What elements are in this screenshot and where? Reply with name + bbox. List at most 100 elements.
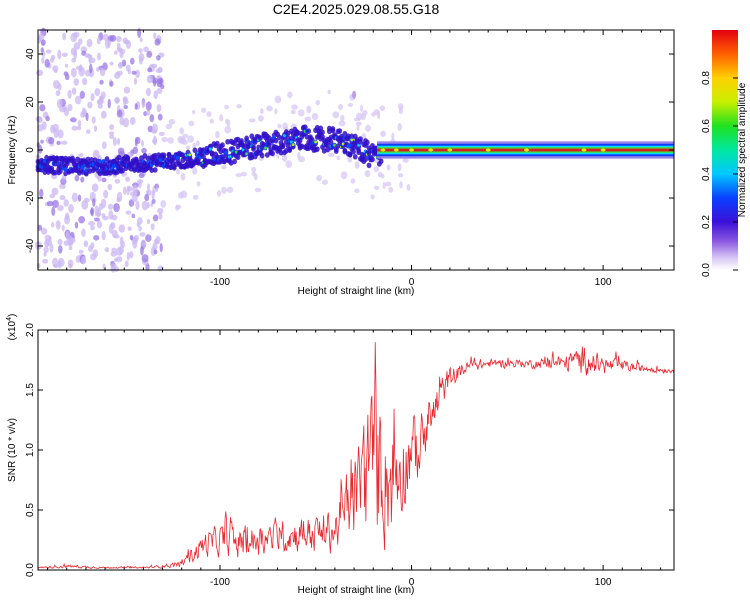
ridge-blob — [378, 158, 384, 165]
noise-blob — [144, 193, 150, 202]
noise-blob — [224, 125, 232, 134]
noise-blob — [59, 194, 66, 201]
y-tick-label: 40 — [25, 48, 36, 60]
noise-blob — [94, 88, 101, 97]
ridge-blob — [302, 124, 308, 130]
noise-blob — [141, 147, 147, 154]
noise-blob — [51, 206, 56, 216]
noise-blob — [126, 185, 131, 190]
noise-blob — [364, 170, 371, 178]
noise-blob — [146, 183, 150, 192]
noise-blob — [254, 187, 262, 193]
ridge-blob — [337, 128, 343, 134]
ridge-blob — [142, 153, 148, 159]
noise-blob — [352, 90, 357, 99]
noise-blob — [137, 28, 142, 38]
noise-blob — [152, 214, 159, 222]
noise-blob — [101, 231, 106, 241]
noise-blob — [386, 164, 391, 171]
noise-blob — [377, 171, 383, 178]
noise-blob — [92, 249, 99, 258]
ridge-blob — [366, 162, 372, 169]
noise-blob — [131, 70, 137, 75]
noise-blob — [79, 90, 85, 99]
x-tick-label: -100 — [210, 577, 230, 588]
noise-blob — [187, 135, 195, 143]
ridge-blob — [291, 143, 295, 146]
noise-blob — [240, 171, 248, 177]
noise-blob — [52, 65, 59, 72]
noise-blob — [151, 129, 157, 134]
core-band-highlight — [581, 148, 587, 152]
noise-blob — [89, 63, 93, 74]
noise-blob — [354, 188, 360, 194]
noise-blob — [274, 108, 278, 115]
noise-blob — [209, 118, 214, 124]
noise-blob — [161, 136, 168, 143]
noise-blob — [158, 212, 163, 220]
noise-blob — [156, 78, 163, 88]
noise-blob — [192, 166, 198, 175]
noise-blob — [145, 234, 152, 242]
noise-blob — [97, 174, 102, 182]
noise-blob — [77, 119, 82, 127]
y-tick-label: 2.0 — [25, 323, 36, 337]
noise-blob — [75, 65, 82, 71]
ridge-blob — [104, 156, 110, 162]
x-tick-label: 100 — [595, 577, 612, 588]
spectrogram-x-label: Height of straight line (km) — [298, 286, 415, 297]
noise-blob — [360, 113, 367, 121]
ridge-blob — [234, 150, 238, 154]
noise-blob — [78, 216, 86, 224]
noise-blob — [41, 56, 45, 64]
noise-blob — [100, 110, 107, 119]
noise-blob — [64, 107, 69, 117]
noise-blob — [36, 69, 44, 77]
noise-blob — [109, 34, 117, 42]
noise-blob — [155, 187, 159, 193]
chart-title: C2E4.2025.029.08.55.G18 — [273, 1, 440, 17]
noise-blob — [116, 109, 123, 118]
noise-blob — [78, 153, 84, 158]
noise-blob — [108, 210, 114, 220]
noise-blob — [131, 193, 138, 203]
noise-blob — [116, 42, 121, 51]
noise-blob — [39, 188, 44, 198]
noise-blob — [145, 101, 152, 111]
x-tick-label: 100 — [595, 277, 612, 288]
noise-blob — [45, 49, 52, 54]
noise-blob — [64, 212, 70, 221]
noise-blob — [124, 260, 129, 268]
noise-blob — [257, 115, 264, 122]
noise-blob — [138, 225, 142, 232]
noise-blob — [219, 114, 224, 122]
noise-blob — [127, 69, 131, 75]
noise-blob — [146, 75, 153, 84]
noise-blob — [57, 257, 65, 267]
snr-plot-area — [38, 330, 674, 570]
noise-blob — [37, 144, 43, 154]
spectrogram-panel: -100 0 100 -40 -20 0 20 40 Height of straight … — [7, 27, 675, 297]
ridge-blob — [350, 138, 354, 142]
noise-blob — [153, 249, 158, 255]
noise-blob — [206, 111, 212, 118]
noise-blob — [327, 152, 335, 158]
noise-blob — [88, 221, 96, 227]
noise-blob — [156, 104, 162, 113]
noise-blob — [192, 142, 197, 149]
ridge-blob — [342, 130, 348, 137]
noise-blob — [406, 183, 411, 192]
colorbar-ticks: 0.0 0.2 0.4 0.6 0.8 — [701, 71, 738, 277]
noise-blob — [160, 200, 167, 208]
colorbar-tick-label: 0.6 — [701, 119, 712, 133]
noise-blob — [380, 130, 386, 137]
ridge-blob — [370, 156, 375, 163]
x-tick-label: 0 — [409, 277, 415, 288]
noise-blob — [48, 136, 55, 145]
noise-blob — [285, 160, 293, 168]
noise-blob — [61, 52, 68, 57]
noise-blob — [332, 111, 340, 119]
noise-blob — [373, 166, 379, 173]
noise-blob — [113, 50, 118, 55]
noise-blob — [167, 137, 174, 144]
